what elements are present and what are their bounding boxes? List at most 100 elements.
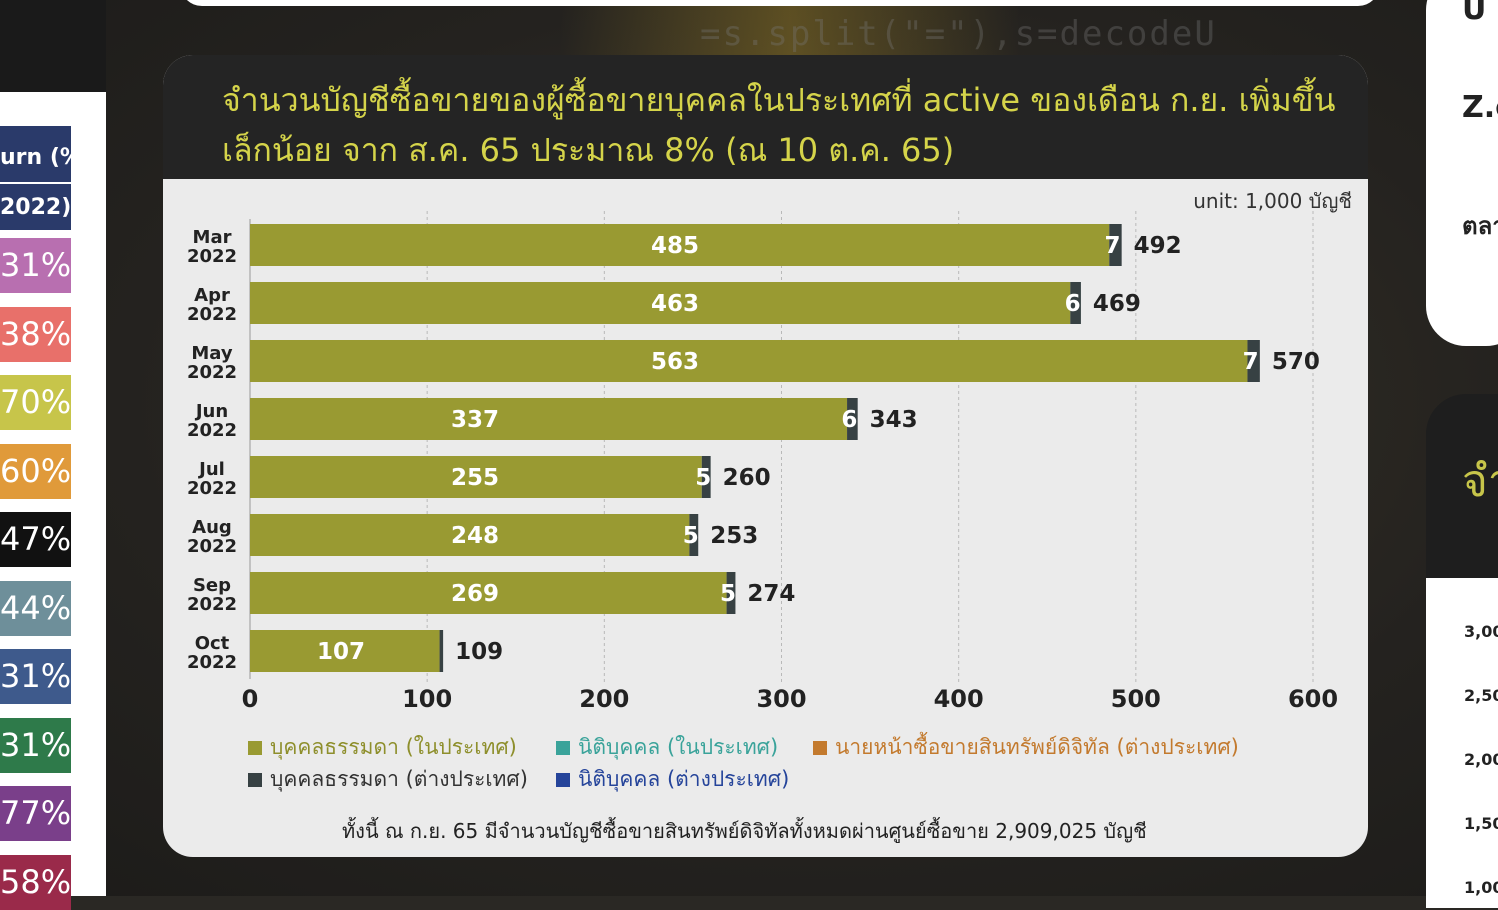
background-glow xyxy=(560,0,1020,60)
bar-total-label: 469 xyxy=(1093,291,1141,317)
category-label: Jun xyxy=(194,401,228,422)
bar-segment xyxy=(847,398,858,440)
left-return-item: 38% xyxy=(0,306,71,362)
legend-label: นายหน้าซื้อขายสินทรัพย์ดิจิทัล (ต่างประเ… xyxy=(835,735,1239,759)
category-label: Mar xyxy=(193,227,232,248)
bar-total-label: 570 xyxy=(1272,349,1320,375)
bar-segment xyxy=(1109,224,1122,266)
category-label: 2022 xyxy=(187,304,237,325)
bar-value-label: 463 xyxy=(651,291,699,317)
chart-title-line2: เล็กน้อย จาก ส.ค. 65 ประมาณ 8% (ณ 10 ต.ค… xyxy=(222,131,955,169)
bar-segment xyxy=(726,572,736,614)
left-return-item: 70% xyxy=(0,375,71,430)
bar-segment xyxy=(1247,340,1260,382)
right-axis-tick: 3,00 xyxy=(1464,622,1498,641)
legend-item: บุคคลธรรมดา (ในประเทศ) xyxy=(248,731,517,764)
right-info-card: U Z.c ตลา xyxy=(1426,0,1498,346)
category-label: 2022 xyxy=(187,478,237,499)
left-return-item: 60% xyxy=(0,443,71,499)
legend-swatch xyxy=(248,741,262,755)
category-label: Aug xyxy=(192,517,232,538)
bar-value-label: 5 xyxy=(720,581,736,607)
bar-value-label: 7 xyxy=(1243,349,1259,375)
bar-value-label: 5 xyxy=(695,465,711,491)
left-return-item: 47% xyxy=(0,512,71,567)
bar-value-label: 5 xyxy=(683,523,699,549)
top-card-edge xyxy=(180,0,1380,6)
right-card-text-2: Z.c xyxy=(1462,90,1498,125)
unit-label: unit: 1,000 บัญชี xyxy=(1193,189,1352,213)
category-label: Sep xyxy=(193,575,231,596)
left-return-item: 31% xyxy=(0,649,71,704)
category-label: May xyxy=(191,343,233,364)
x-tick-label: 500 xyxy=(1111,685,1161,713)
bar-segment xyxy=(250,282,1071,324)
legend-label: บุคคลธรรมดา (ต่างประเทศ) xyxy=(270,767,528,791)
chart-header: จำนวนบัญชีซื้อขายของผู้ซื้อขายบุคคลในประ… xyxy=(163,55,1368,179)
bar-total-label: 253 xyxy=(710,523,758,549)
category-label: 2022 xyxy=(187,246,237,267)
bar-total-label: 492 xyxy=(1134,233,1182,259)
bar-value-label: 6 xyxy=(1065,291,1081,317)
bar-value-label: 255 xyxy=(451,465,499,491)
right-card-text-1: U xyxy=(1462,0,1487,27)
chart-title-line1: จำนวนบัญชีซื้อขายของผู้ซื้อขายบุคคลในประ… xyxy=(222,81,1336,119)
bar-total-label: 109 xyxy=(455,639,503,665)
legend-item: บุคคลธรรมดา (ต่างประเทศ) xyxy=(248,763,528,796)
bar-segment xyxy=(250,572,727,614)
left-return-item: 44% xyxy=(0,580,71,636)
legend-swatch xyxy=(556,741,570,755)
category-label: Jul xyxy=(197,459,225,480)
legend-swatch xyxy=(248,773,262,787)
bar-value-label: 107 xyxy=(317,639,365,665)
bar-value-label: 269 xyxy=(451,581,499,607)
bar-segment xyxy=(689,514,699,556)
category-label: 2022 xyxy=(187,362,237,383)
bar-segment xyxy=(250,630,440,672)
bar-total-label: 274 xyxy=(747,581,795,607)
bar-segment xyxy=(439,630,444,672)
bar-segment xyxy=(250,398,848,440)
legend-swatch xyxy=(556,773,570,787)
bar-segment xyxy=(250,514,690,556)
bar-value-label: 6 xyxy=(841,407,857,433)
bar-segment xyxy=(1070,282,1081,324)
left-dark-block xyxy=(0,0,106,92)
right-axis-tick: 2,50 xyxy=(1464,686,1498,705)
legend-label: บุคคลธรรมดา (ในประเทศ) xyxy=(270,735,517,759)
right-dark-card: จำ xyxy=(1426,394,1498,580)
legend-item: นายหน้าซื้อขายสินทรัพย์ดิจิทัล (ต่างประเ… xyxy=(813,731,1239,764)
category-label: 2022 xyxy=(187,594,237,615)
category-label: 2022 xyxy=(187,420,237,441)
bar-segment xyxy=(250,224,1110,266)
category-label: 2022 xyxy=(187,536,237,557)
x-tick-label: 600 xyxy=(1288,685,1338,713)
right-axis-tick: 1,50 xyxy=(1464,814,1498,833)
right-dark-title: จำ xyxy=(1462,456,1498,507)
background-code-pattern: =s.split("="),s=decodeU xyxy=(700,14,1217,54)
right-chart-card: 3,00 2,50 2,00 1,50 1,00 xyxy=(1426,578,1498,908)
bar-segment xyxy=(250,456,702,498)
bar-segment xyxy=(250,340,1248,382)
category-label: Apr xyxy=(194,285,230,306)
left-header-line2: 2022) xyxy=(0,184,71,230)
legend-label: นิติบุคคล (ต่างประเทศ) xyxy=(578,767,790,791)
legend-label: นิติบุคคล (ในประเทศ) xyxy=(578,735,779,759)
bar-value-label: 248 xyxy=(451,523,499,549)
right-card-text-3: ตลา xyxy=(1462,212,1498,240)
legend-item: นิติบุคคล (ต่างประเทศ) xyxy=(556,763,789,796)
x-tick-label: 100 xyxy=(402,685,452,713)
legend-item: นิติบุคคล (ในประเทศ) xyxy=(556,731,778,764)
x-tick-label: 300 xyxy=(756,685,806,713)
left-return-item: 77% xyxy=(0,786,71,841)
x-tick-label: 400 xyxy=(934,685,984,713)
bar-value-label: 563 xyxy=(651,349,699,375)
left-return-item: 31% xyxy=(0,717,71,773)
bar-total-label: 260 xyxy=(723,465,771,491)
left-return-item: 58% xyxy=(0,854,71,910)
bar-total-label: 343 xyxy=(870,407,918,433)
category-label: Oct xyxy=(195,633,230,654)
left-return-item: 31% xyxy=(0,238,71,293)
footnote: ทั้งนี้ ณ ก.ย. 65 มีจำนวนบัญชีซื้อขายสิน… xyxy=(342,819,1147,843)
